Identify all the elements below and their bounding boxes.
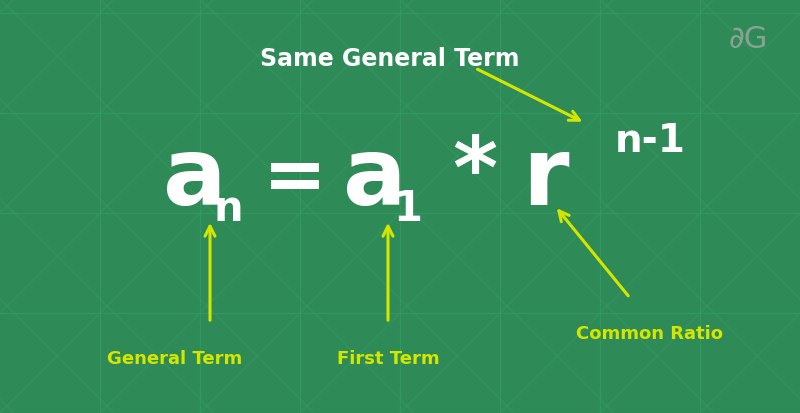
Text: n-1: n-1 (615, 122, 686, 159)
FancyBboxPatch shape (8, 8, 792, 405)
Text: *: * (453, 132, 498, 215)
Text: =: = (263, 142, 327, 216)
Text: 1: 1 (394, 188, 422, 230)
Text: a: a (163, 133, 227, 224)
Text: ∂G: ∂G (728, 24, 768, 53)
Text: Common Ratio: Common Ratio (577, 324, 723, 342)
Text: n: n (213, 188, 243, 230)
Text: r: r (522, 133, 568, 224)
Text: a: a (343, 133, 407, 224)
Text: First Term: First Term (337, 349, 439, 367)
Text: General Term: General Term (107, 349, 242, 367)
Text: Same General Term: Same General Term (260, 47, 520, 71)
